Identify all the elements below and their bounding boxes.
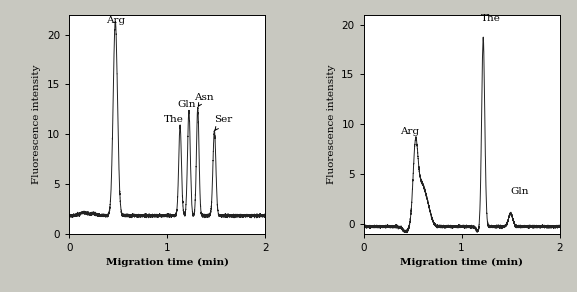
Text: Gln: Gln: [178, 100, 196, 109]
Text: Arg: Arg: [106, 15, 125, 25]
X-axis label: Migration time (min): Migration time (min): [400, 258, 523, 267]
X-axis label: Migration time (min): Migration time (min): [106, 258, 229, 267]
Text: Asn: Asn: [194, 93, 213, 106]
Y-axis label: Fluorescence intensity: Fluorescence intensity: [327, 64, 336, 184]
Text: Arg: Arg: [400, 127, 419, 136]
Text: Gln: Gln: [510, 187, 529, 196]
Text: Ser: Ser: [214, 115, 233, 130]
Text: The: The: [481, 13, 501, 22]
Text: The: The: [164, 115, 184, 124]
Y-axis label: Fluorescence intensity: Fluorescence intensity: [32, 64, 42, 184]
